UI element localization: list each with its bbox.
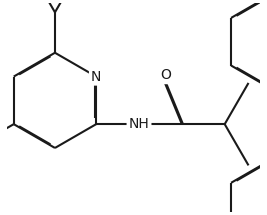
Text: NH: NH — [129, 117, 150, 131]
Text: O: O — [160, 68, 171, 82]
Text: N: N — [91, 70, 101, 84]
